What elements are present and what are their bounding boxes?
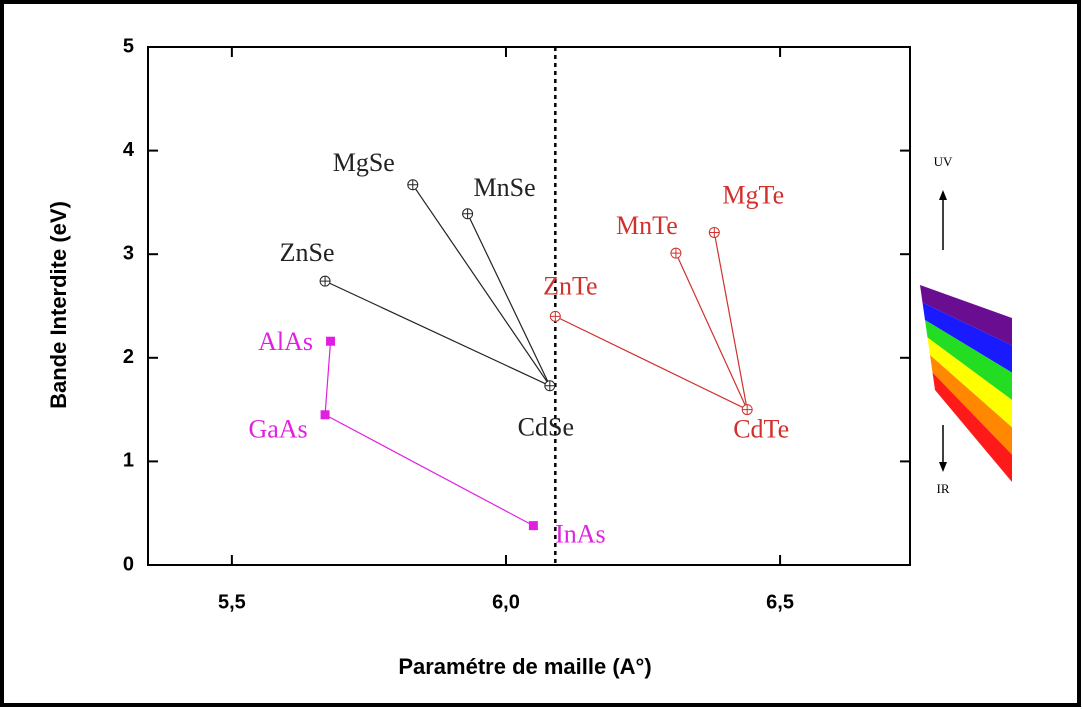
frame	[2, 2, 1079, 705]
point	[463, 209, 473, 219]
point-label: AlAs	[258, 327, 313, 356]
uv-label: UV	[934, 154, 953, 169]
point	[529, 521, 538, 530]
y-tick-label: 2	[123, 346, 134, 368]
point-label: ZnSe	[280, 238, 335, 267]
point	[671, 248, 681, 258]
point	[545, 381, 555, 391]
y-tick-label: 3	[123, 242, 134, 264]
point-label: MgSe	[333, 148, 395, 177]
point-label: MnSe	[474, 173, 536, 202]
y-tick-label: 0	[123, 553, 134, 575]
x-tick-label: 6,0	[492, 591, 520, 613]
point	[742, 405, 752, 415]
x-tick-label: 5,5	[218, 591, 246, 613]
y-tick-label: 1	[123, 450, 134, 472]
point	[321, 410, 330, 419]
y-tick-label: 4	[123, 139, 135, 161]
point	[408, 180, 418, 190]
chart: Paramétre de maille (A°) Bande Interdite…	[0, 0, 1083, 709]
point-label: MgTe	[722, 180, 784, 209]
point-label: MnTe	[616, 211, 678, 240]
y-tick-label: 5	[123, 35, 134, 57]
point-label: GaAs	[248, 415, 307, 444]
x-tick-label: 6,5	[766, 591, 794, 613]
page: Paramétre de maille (A°) Bande Interdite…	[0, 0, 1083, 709]
point-label: CdSe	[518, 413, 574, 442]
ir-label: IR	[937, 481, 950, 496]
point-label: CdTe	[733, 415, 789, 444]
point	[709, 227, 719, 237]
point	[320, 276, 330, 286]
point-label: ZnTe	[543, 271, 598, 300]
point-label: InAs	[555, 520, 606, 549]
x-axis-label: Paramétre de maille (A°)	[398, 654, 651, 679]
point	[550, 311, 560, 321]
y-axis-label: Bande Interdite (eV)	[46, 201, 71, 409]
point	[326, 337, 335, 346]
